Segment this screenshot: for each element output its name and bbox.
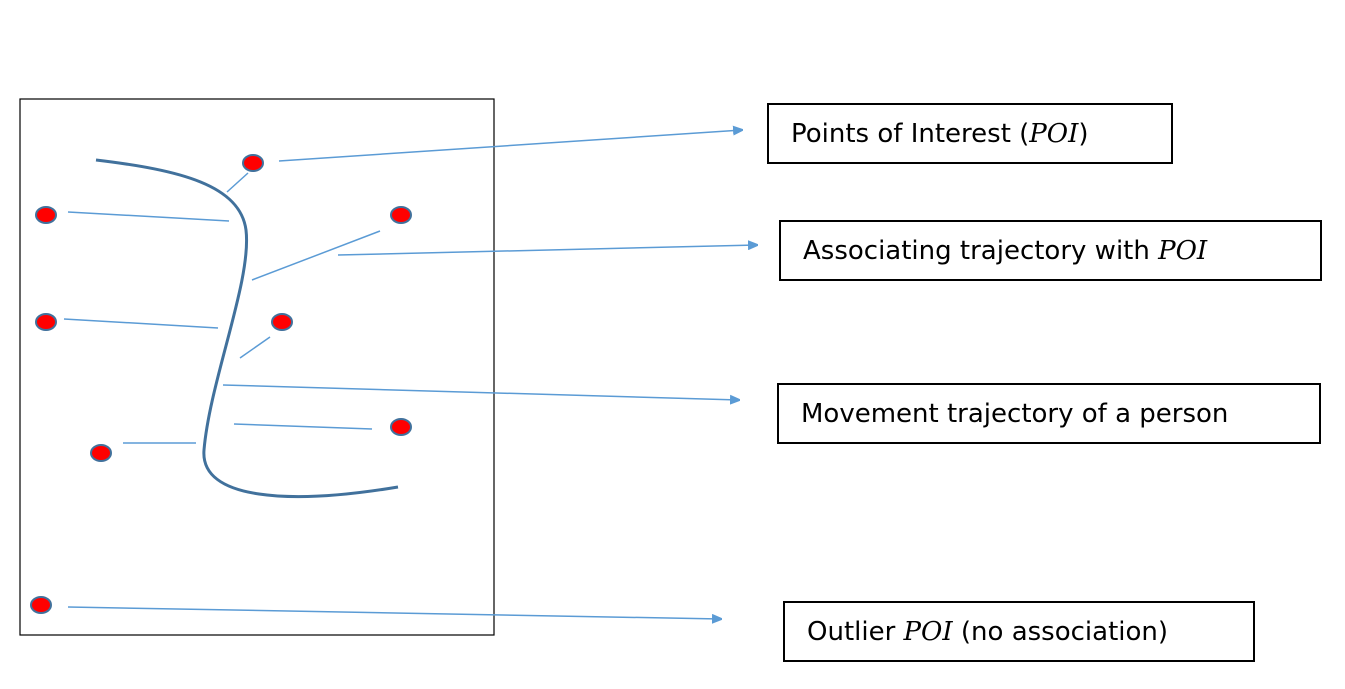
poi-marker (35, 313, 57, 331)
arrow-to-poi-label (278, 130, 742, 162)
poi-label-suffix: ) (1078, 118, 1089, 149)
connector-line (67, 211, 230, 222)
arrow-to-outlier-label (67, 606, 721, 619)
connector-line (239, 336, 271, 359)
outlier-label-math: POI (903, 616, 953, 647)
movement-label-box: Movement trajectory of a person (777, 383, 1321, 444)
outlier-poi-marker (30, 596, 52, 614)
poi-marker (390, 206, 412, 224)
poi-label-box: Points of Interest (POI) (767, 103, 1173, 164)
movement-trajectory (95, 158, 399, 498)
association-label: Associating trajectory with POI (781, 236, 1207, 266)
outlier-label-text: Outlier (807, 616, 904, 647)
poi-marker (242, 154, 264, 172)
outlier-label-suffix: (no association) (952, 616, 1169, 647)
association-connectors (63, 172, 381, 444)
connector-line (251, 230, 381, 281)
association-label-text: Associating trajectory with (803, 235, 1159, 266)
outlier-label-box: Outlier POI (no association) (783, 601, 1255, 662)
poi-marker (35, 206, 57, 224)
arrow-to-association-label (337, 245, 757, 256)
arrow-to-movement-label (222, 384, 739, 400)
area-frame (19, 98, 495, 636)
connector-line (226, 172, 249, 193)
poi-label: Points of Interest (POI) (769, 119, 1089, 149)
poi-marker (390, 418, 412, 436)
connector-line (233, 423, 373, 430)
association-label-math: POI (1158, 235, 1208, 266)
poi-label-math: POI (1029, 118, 1079, 149)
connector-line (63, 318, 219, 329)
pointer-arrows (67, 130, 757, 619)
association-label-box: Associating trajectory with POI (779, 220, 1322, 281)
movement-label: Movement trajectory of a person (801, 398, 1229, 429)
poi-marker (271, 313, 293, 331)
outlier-label: Outlier POI (no association) (785, 617, 1168, 647)
poi-label-text: Points of Interest ( (791, 118, 1030, 149)
poi-marker (90, 444, 112, 462)
poi-points (30, 154, 412, 614)
